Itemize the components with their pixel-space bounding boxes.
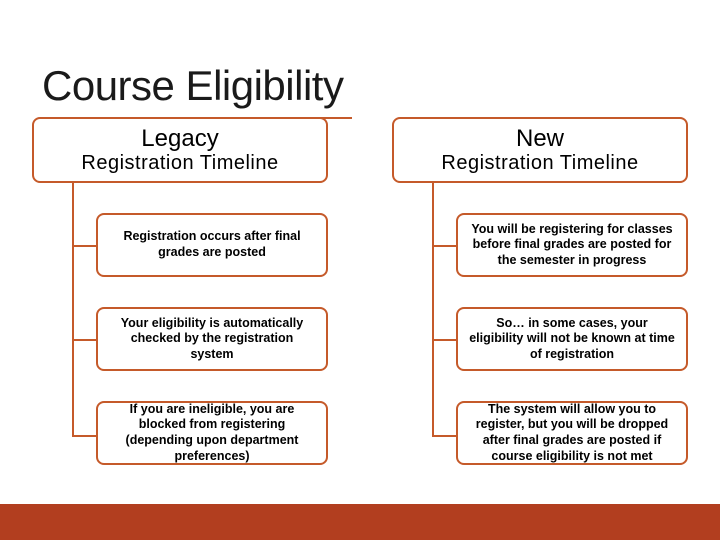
left-item: Your eligibility is automatically checke… [96, 307, 328, 371]
right-column: New Registration Timeline You will be re… [360, 117, 720, 465]
bottom-accent-bar [0, 504, 720, 540]
tree-branch [72, 339, 96, 341]
comparison-columns: Legacy Registration Timeline Registratio… [0, 117, 720, 465]
left-column: Legacy Registration Timeline Registratio… [0, 117, 360, 465]
right-item: The system will allow you to register, b… [456, 401, 688, 465]
tree-branch [432, 339, 456, 341]
tree-trunk [72, 183, 74, 437]
left-items: Registration occurs after final grades a… [0, 213, 360, 465]
right-item: You will be registering for classes befo… [456, 213, 688, 277]
left-item: If you are ineligible, you are blocked f… [96, 401, 328, 465]
left-header: Legacy Registration Timeline [32, 117, 328, 183]
right-header-line1: New [516, 125, 564, 153]
left-header-line2: Registration Timeline [81, 152, 278, 175]
left-item: Registration occurs after final grades a… [96, 213, 328, 277]
right-header: New Registration Timeline [392, 117, 688, 183]
right-items: You will be registering for classes befo… [360, 213, 720, 465]
tree-branch [432, 245, 456, 247]
right-header-line2: Registration Timeline [441, 152, 638, 175]
tree-branch [72, 245, 96, 247]
tree-branch [72, 435, 96, 437]
tree-branch [432, 435, 456, 437]
page-title: Course Eligibility [42, 62, 343, 110]
left-header-line1: Legacy [141, 125, 218, 153]
right-item: So… in some cases, your eligibility will… [456, 307, 688, 371]
tree-trunk [432, 183, 434, 437]
